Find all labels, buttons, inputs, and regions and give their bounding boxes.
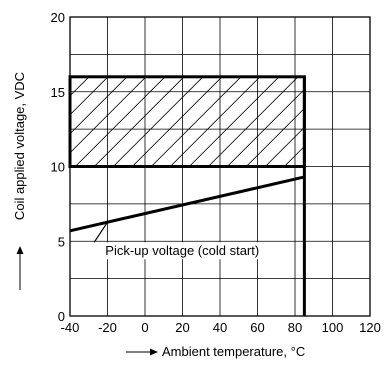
- y-axis-title: Coil applied voltage, VDC: [12, 72, 27, 290]
- y-tick-label: 0: [58, 309, 65, 324]
- y-tick-label: 10: [51, 160, 65, 175]
- y-tick-label: 5: [58, 234, 65, 249]
- hatch-line: [265, 126, 305, 167]
- x-axis-arrow-head: [150, 348, 158, 356]
- x-tick-label: 20: [175, 320, 189, 335]
- x-tick-label: -20: [98, 320, 117, 335]
- x-tick-label: 40: [213, 320, 227, 335]
- annotation-leader-line: [93, 221, 109, 243]
- y-tick-label: 15: [51, 85, 65, 100]
- hatch-line: [70, 76, 128, 135]
- x-tick-label: 100: [322, 320, 344, 335]
- operating-region-box: [68, 75, 306, 168]
- y-axis-label: Coil applied voltage, VDC: [12, 72, 27, 220]
- x-tick-label: 60: [250, 320, 264, 335]
- x-tick-label: 120: [359, 320, 381, 335]
- x-axis-label: Ambient temperature, °C: [162, 344, 305, 359]
- hatch-line: [151, 76, 242, 167]
- x-tick-label: -40: [61, 320, 80, 335]
- x-tick-labels: -40 -20 0 20 40 60 80 100 120: [61, 320, 381, 335]
- pickup-voltage-annotation: Pick-up voltage (cold start): [105, 243, 259, 258]
- y-tick-labels: 0 5 10 15 20: [51, 10, 65, 324]
- hatch-line: [132, 76, 223, 167]
- hatch-line: [303, 164, 305, 167]
- x-tick-label: 0: [141, 320, 148, 335]
- hatch-line: [70, 76, 109, 116]
- hatch-line: [113, 76, 204, 167]
- y-tick-label: 20: [51, 10, 65, 25]
- hatch-line: [208, 76, 299, 167]
- x-axis-title: Ambient temperature, °C: [126, 344, 305, 359]
- hatch-line: [170, 76, 261, 167]
- hatch-line: [70, 76, 90, 97]
- hatch-line: [284, 145, 305, 167]
- y-axis-arrow-head: [16, 246, 24, 254]
- x-tick-label: 80: [288, 320, 302, 335]
- hatch-line: [227, 88, 305, 167]
- annotation-background: [102, 242, 263, 260]
- hatch-line: [189, 76, 280, 167]
- hatch-line: [75, 76, 166, 167]
- hatch-line: [246, 107, 305, 167]
- hatched-operating-region: [70, 76, 305, 167]
- pickup-voltage-line: [69, 175, 305, 233]
- hatch-line: [94, 76, 185, 167]
